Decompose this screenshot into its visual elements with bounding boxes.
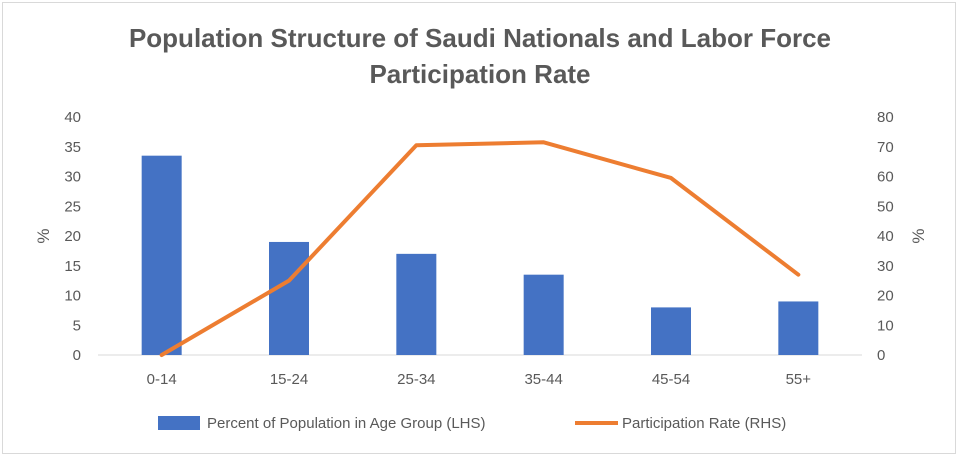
y-left-tick-label: 10 — [64, 288, 81, 305]
y-left-tick-label: 40 — [64, 109, 81, 126]
y-left-tick-label: 15 — [64, 258, 81, 275]
y-right-tick-label: 10 — [877, 317, 894, 334]
y-left-tick-label: 30 — [64, 169, 81, 186]
legend-swatch-bars — [158, 416, 200, 430]
y-left-tick-label: 0 — [73, 347, 81, 364]
x-tick-label: 35-44 — [524, 371, 562, 388]
bar-series — [141, 155, 819, 355]
x-tick-label: 15-24 — [270, 371, 308, 388]
y-right-tick-label: 80 — [877, 109, 894, 126]
bar — [396, 253, 437, 355]
y-right-axis-label: % — [909, 228, 928, 243]
y-left-tick-label: 20 — [64, 228, 81, 245]
y-right-tick-label: 20 — [877, 288, 894, 305]
y-right-tick-label: 70 — [877, 139, 894, 156]
x-tick-label: 55+ — [786, 371, 812, 388]
participation-line — [159, 140, 801, 357]
x-tick-label: 25-34 — [397, 371, 435, 388]
axes: 0 5 10 15 20 25 30 35 40 0 10 20 30 40 50 60 70 80% % 0-14 1… — [34, 109, 928, 388]
bar — [778, 301, 819, 355]
x-tick-label: 0-14 — [147, 371, 177, 388]
chart-title-line-1: Population Structure of Saudi Nationals … — [129, 23, 831, 53]
y-left-axis-label: % — [34, 228, 53, 243]
legend-label-bars: Percent of Population in Age Group (LHS) — [207, 415, 486, 432]
y-left-tick-label: 35 — [64, 139, 81, 156]
legend-label-line: Participation Rate (RHS) — [622, 415, 786, 432]
x-tick-label: 45-54 — [652, 371, 690, 388]
legend: Percent of Population in Age Group (LHS)… — [158, 415, 786, 432]
bar — [523, 274, 564, 355]
y-left-tick-label: 25 — [64, 198, 81, 215]
bar — [269, 241, 309, 355]
bar — [651, 307, 691, 355]
chart-title-line-2: Participation Rate — [369, 59, 590, 89]
y-right-tick-label: 50 — [877, 198, 894, 215]
line-series — [159, 140, 801, 357]
y-right-tick-label: 40 — [877, 228, 894, 245]
y-left-tick-label: 5 — [73, 317, 81, 334]
y-right-tick-label: 0 — [877, 347, 885, 364]
y-right-tick-label: 30 — [877, 258, 894, 275]
bar — [141, 155, 182, 355]
y-right-tick-label: 60 — [877, 169, 894, 186]
